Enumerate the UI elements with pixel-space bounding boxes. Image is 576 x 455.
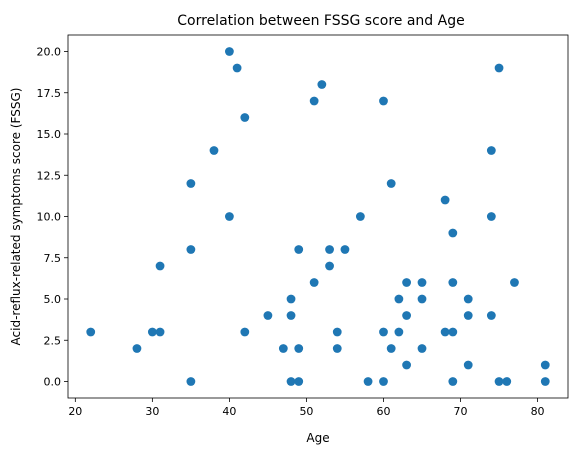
data-point <box>325 261 334 271</box>
y-axis-label: Acid-reflux-related symptoms score (FSSG… <box>9 88 23 346</box>
data-point <box>402 360 411 370</box>
data-point <box>294 245 304 254</box>
y-tick-label: 15.0 <box>37 128 62 141</box>
data-point <box>186 179 196 188</box>
y-tick-label: 17.5 <box>37 87 62 100</box>
x-tick-label: 80 <box>531 405 545 418</box>
x-tick-label: 20 <box>68 405 82 418</box>
data-point <box>240 113 250 122</box>
data-point <box>186 245 196 254</box>
y-tick-label: 12.5 <box>37 169 62 182</box>
x-tick-label: 60 <box>376 405 390 418</box>
data-point <box>486 146 496 155</box>
data-point <box>440 327 450 337</box>
data-point <box>379 327 388 337</box>
data-point <box>286 294 296 304</box>
data-point <box>448 377 458 386</box>
data-points <box>86 47 550 386</box>
data-point <box>147 327 157 337</box>
data-point <box>463 294 473 304</box>
data-point <box>294 344 304 353</box>
data-point <box>325 245 334 254</box>
y-tick-label: 7.5 <box>44 252 62 265</box>
data-point <box>494 377 504 386</box>
data-point <box>448 278 458 287</box>
data-point <box>132 344 142 353</box>
data-point <box>502 377 512 386</box>
data-point <box>332 344 342 353</box>
data-point <box>448 228 458 238</box>
y-tick-label: 0.0 <box>44 376 62 389</box>
data-point <box>309 278 319 287</box>
data-point <box>417 278 427 287</box>
data-point <box>463 360 473 370</box>
x-tick-label: 70 <box>454 405 468 418</box>
data-point <box>225 47 234 56</box>
data-point <box>263 311 273 320</box>
data-point <box>155 327 165 337</box>
y-tick-label: 10.0 <box>37 211 62 224</box>
data-point <box>225 212 234 221</box>
data-point <box>394 327 404 337</box>
data-point <box>332 327 342 337</box>
data-point <box>417 294 427 304</box>
data-point <box>463 311 473 320</box>
x-tick-label: 30 <box>145 405 159 418</box>
data-point <box>379 377 388 386</box>
x-tick-label: 40 <box>222 405 236 418</box>
data-point <box>355 212 365 221</box>
data-point <box>286 311 296 320</box>
x-axis-label: Age <box>306 431 329 445</box>
y-tick-label: 5.0 <box>44 293 62 306</box>
chart-title: Correlation between FSSG score and Age <box>177 13 464 29</box>
data-point <box>86 327 96 337</box>
data-point <box>486 212 496 221</box>
data-point <box>278 344 288 353</box>
data-point <box>510 278 519 287</box>
data-point <box>417 344 427 353</box>
data-point <box>448 327 458 337</box>
data-point <box>440 195 450 205</box>
data-point <box>363 377 373 386</box>
data-point <box>379 96 388 106</box>
data-point <box>402 311 411 320</box>
data-point <box>232 63 242 73</box>
data-point <box>540 360 550 370</box>
data-point <box>486 311 496 320</box>
y-axis-ticks: 0.0 2.5 5.0 7.5 10.0 12.5 15.0 17.5 20.0 <box>37 46 68 389</box>
data-point <box>394 294 404 304</box>
data-point <box>286 377 296 386</box>
y-tick-label: 20.0 <box>37 46 62 59</box>
data-point <box>402 278 411 287</box>
data-point <box>340 245 350 254</box>
y-tick-label: 2.5 <box>44 334 62 347</box>
data-point <box>186 377 196 386</box>
data-point <box>317 80 327 89</box>
data-point <box>240 327 250 337</box>
data-point <box>540 377 550 386</box>
data-point <box>309 96 319 106</box>
data-point <box>386 344 396 353</box>
x-tick-label: 50 <box>299 405 313 418</box>
data-point <box>386 179 396 188</box>
data-point <box>209 146 219 155</box>
x-axis-ticks: 20 30 40 50 60 70 80 <box>68 398 545 418</box>
data-point <box>294 377 304 386</box>
data-point <box>155 261 165 271</box>
data-point <box>494 63 504 73</box>
